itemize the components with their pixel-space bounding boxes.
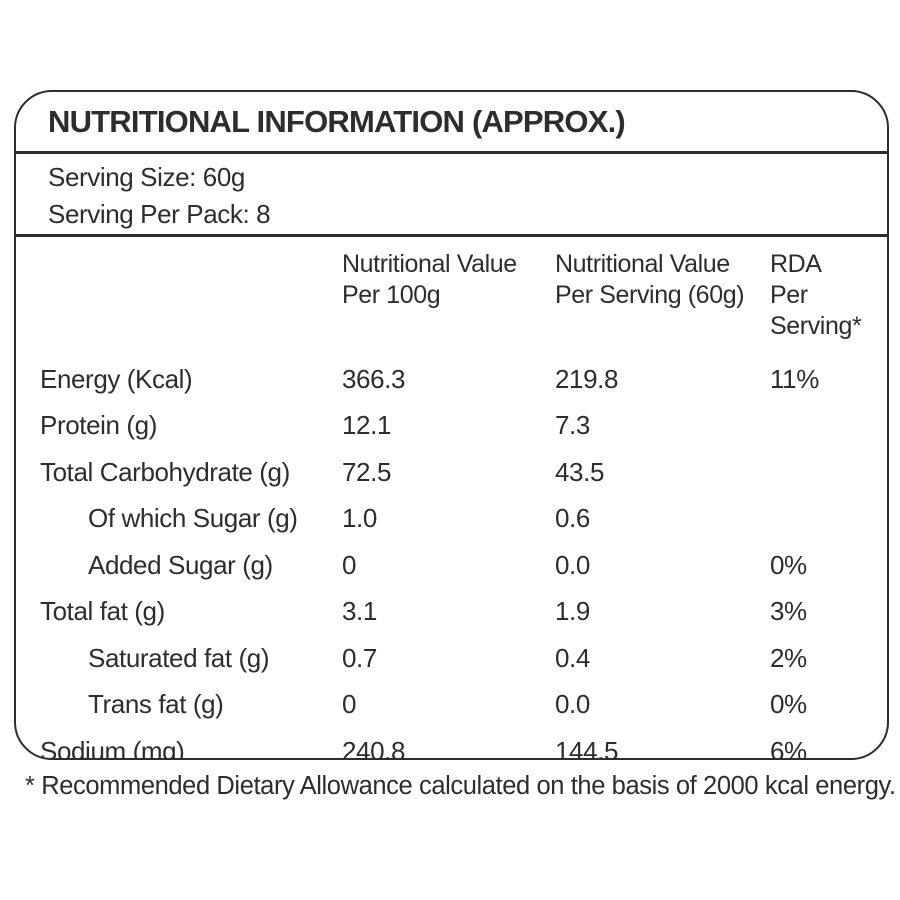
table-row-saturated-fat: Saturated fat (g) 0.7 0.4 2% — [40, 635, 887, 682]
value-per-100g: 0 — [342, 689, 357, 720]
value-rda: 3% — [770, 596, 807, 627]
value-per-serving: 0.4 — [555, 642, 590, 673]
value-rda: 0% — [770, 549, 807, 580]
value-per-serving: 0.0 — [555, 689, 590, 720]
value-per-serving: 43.5 — [555, 456, 605, 487]
nutrient-name: Saturated fat (g) — [88, 642, 270, 673]
nutrient-name: Added Sugar (g) — [88, 549, 273, 580]
col-header-line2: Per Serving* — [770, 281, 862, 340]
rda-footnote: * Recommended Dietary Allowance calculat… — [25, 772, 896, 800]
nutrient-name: Of which Sugar (g) — [88, 503, 298, 534]
serving-per-pack: Serving Per Pack: 8 — [48, 199, 271, 229]
col-header-line1: Nutritional Value — [555, 250, 730, 278]
value-per-100g: 72.5 — [342, 456, 392, 487]
value-per-serving: 0.0 — [555, 549, 590, 580]
col-header-per-serving: Nutritional Value Per Serving (60g) — [555, 249, 770, 342]
value-per-serving: 7.3 — [555, 410, 590, 441]
col-header-rda: RDA Per Serving* — [770, 249, 887, 342]
value-per-100g: 0.7 — [342, 642, 377, 673]
nutrient-name: Total fat (g) — [40, 596, 165, 627]
table-row-total-fat: Total fat (g) 3.1 1.9 3% — [40, 589, 887, 636]
nutrition-label-box: NUTRITIONAL INFORMATION (APPROX.) Servin… — [14, 90, 889, 760]
value-rda: 6% — [770, 735, 807, 760]
table-row-total-carbohydrate: Total Carbohydrate (g) 72.5 43.5 — [40, 449, 887, 496]
col-header-per-100g: Nutritional Value Per 100g — [342, 249, 555, 342]
table-row-sodium: Sodium (mg) 240.8 144.5 6% — [40, 728, 887, 760]
nutrient-name: Protein (g) — [40, 410, 157, 441]
value-per-serving: 144.5 — [555, 735, 619, 760]
value-per-100g: 3.1 — [342, 596, 377, 627]
serving-size: Serving Size: 60g — [48, 162, 245, 192]
serving-section: Serving Size: 60g Serving Per Pack: 8 — [16, 154, 887, 237]
title-section: NUTRITIONAL INFORMATION (APPROX.) — [16, 92, 887, 154]
table-row-of-which-sugar: Of which Sugar (g) 1.0 0.6 — [40, 496, 887, 543]
col-header-blank — [40, 249, 342, 342]
value-per-serving: 0.6 — [555, 503, 590, 534]
value-rda: 11% — [770, 363, 819, 394]
value-per-100g: 1.0 — [342, 503, 377, 534]
table-row-added-sugar: Added Sugar (g) 0 0.0 0% — [40, 542, 887, 589]
table-row-trans-fat: Trans fat (g) 0 0.0 0% — [40, 682, 887, 729]
table-row-energy: Energy (Kcal) 366.3 219.8 11% — [40, 356, 887, 403]
value-per-100g: 12.1 — [342, 410, 392, 441]
nutrient-name: Energy (Kcal) — [40, 363, 193, 394]
value-per-serving: 1.9 — [555, 596, 590, 627]
table-row-protein: Protein (g) 12.1 7.3 — [40, 403, 887, 450]
col-header-line2: Per 100g — [342, 281, 441, 309]
col-header-line1: RDA — [770, 250, 822, 278]
value-rda: 2% — [770, 642, 807, 673]
nutrient-name: Trans fat (g) — [88, 689, 224, 720]
nutrition-table: Nutritional Value Per 100g Nutritional V… — [16, 237, 887, 760]
nutrient-name: Total Carbohydrate (g) — [40, 456, 290, 487]
label-title: NUTRITIONAL INFORMATION (APPROX.) — [48, 103, 626, 139]
value-per-100g: 0 — [342, 549, 357, 580]
col-header-line1: Nutritional Value — [342, 250, 517, 278]
value-rda: 0% — [770, 689, 807, 720]
table-header-row: Nutritional Value Per 100g Nutritional V… — [40, 249, 887, 342]
value-per-100g: 366.3 — [342, 363, 406, 394]
value-per-serving: 219.8 — [555, 363, 619, 394]
nutrient-name: Sodium (mg) — [40, 735, 185, 760]
value-per-100g: 240.8 — [342, 735, 406, 760]
col-header-line2: Per Serving (60g) — [555, 281, 745, 309]
